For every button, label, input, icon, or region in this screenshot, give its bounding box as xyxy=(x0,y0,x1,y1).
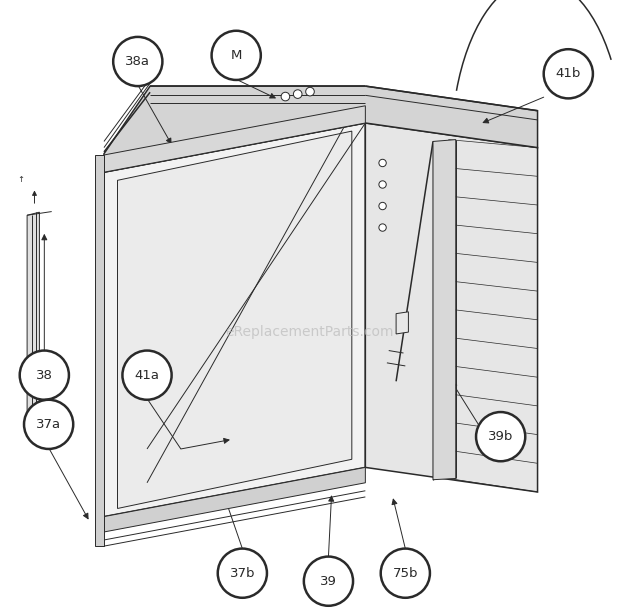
Text: 41b: 41b xyxy=(556,67,581,81)
Text: ↑: ↑ xyxy=(17,175,24,184)
Text: M: M xyxy=(231,49,242,62)
Circle shape xyxy=(476,412,525,461)
Circle shape xyxy=(293,90,302,98)
Text: 37b: 37b xyxy=(229,566,255,580)
Circle shape xyxy=(20,351,69,400)
Text: 38a: 38a xyxy=(125,55,150,68)
Text: 41a: 41a xyxy=(135,368,159,382)
Text: 38: 38 xyxy=(36,368,53,382)
Polygon shape xyxy=(27,212,40,437)
Polygon shape xyxy=(396,312,409,334)
Circle shape xyxy=(381,549,430,598)
Polygon shape xyxy=(104,106,365,172)
Circle shape xyxy=(379,159,386,167)
Text: eReplacementParts.com: eReplacementParts.com xyxy=(226,325,394,339)
Circle shape xyxy=(122,351,172,400)
Polygon shape xyxy=(104,467,365,532)
Polygon shape xyxy=(104,123,365,517)
Circle shape xyxy=(211,31,261,80)
Circle shape xyxy=(113,37,162,86)
Circle shape xyxy=(304,557,353,606)
Text: 37a: 37a xyxy=(36,418,61,431)
Circle shape xyxy=(24,400,73,449)
Circle shape xyxy=(306,87,314,96)
Text: 39b: 39b xyxy=(488,430,513,443)
Circle shape xyxy=(544,49,593,98)
Polygon shape xyxy=(95,155,104,546)
Polygon shape xyxy=(433,140,456,480)
Circle shape xyxy=(218,549,267,598)
Circle shape xyxy=(379,224,386,231)
Text: 75b: 75b xyxy=(392,566,418,580)
Text: 39: 39 xyxy=(320,574,337,588)
Circle shape xyxy=(379,181,386,188)
Polygon shape xyxy=(365,123,538,492)
Polygon shape xyxy=(118,131,352,509)
Polygon shape xyxy=(104,86,538,172)
Circle shape xyxy=(379,202,386,210)
Circle shape xyxy=(281,92,290,101)
